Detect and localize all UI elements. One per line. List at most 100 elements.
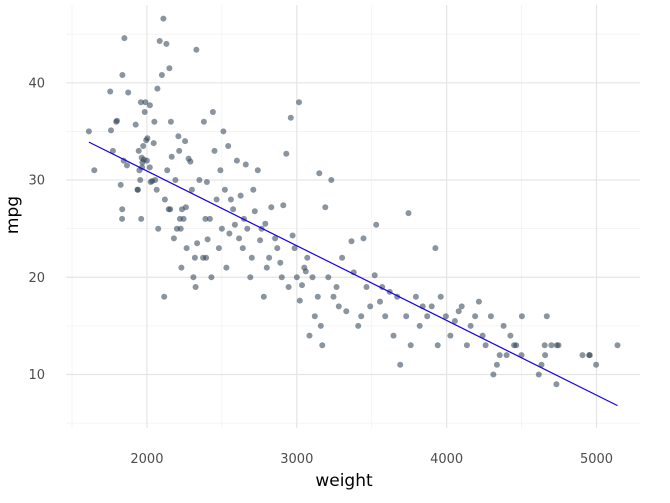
- data-point: [339, 254, 346, 261]
- data-point: [319, 342, 326, 349]
- data-point: [348, 238, 355, 245]
- data-point: [203, 254, 210, 261]
- data-point: [146, 102, 153, 109]
- data-point: [221, 186, 228, 193]
- data-point: [142, 99, 149, 106]
- x-tick-label: 5000: [580, 452, 613, 467]
- data-point: [407, 342, 414, 349]
- data-point: [518, 313, 525, 320]
- data-point: [143, 157, 150, 164]
- data-point: [285, 284, 292, 290]
- data-point: [203, 179, 210, 185]
- data-point: [304, 254, 311, 261]
- data-point: [137, 99, 144, 106]
- data-point: [482, 342, 489, 349]
- data-point: [579, 352, 586, 359]
- data-point: [542, 352, 549, 359]
- data-point: [237, 192, 244, 199]
- data-point: [458, 303, 465, 310]
- data-point: [287, 114, 294, 121]
- data-point: [363, 284, 370, 290]
- y-tick-label: 40: [28, 76, 45, 91]
- data-point: [187, 158, 194, 165]
- data-point: [553, 381, 560, 388]
- data-point: [314, 293, 321, 300]
- data-point: [204, 236, 211, 243]
- data-point: [472, 313, 479, 320]
- data-point: [490, 371, 497, 378]
- data-point: [548, 342, 555, 349]
- data-point: [513, 342, 520, 349]
- data-point: [231, 221, 238, 228]
- data-point: [208, 274, 215, 281]
- data-point: [134, 186, 141, 193]
- data-point: [397, 361, 404, 368]
- data-point: [451, 318, 458, 324]
- data-point: [183, 245, 190, 252]
- data-point: [91, 167, 98, 174]
- data-point: [202, 215, 209, 222]
- data-point: [541, 342, 548, 349]
- data-point: [244, 225, 251, 232]
- data-point: [121, 35, 128, 42]
- data-point: [274, 245, 281, 252]
- data-point: [325, 274, 332, 281]
- data-point: [217, 167, 224, 174]
- data-point: [257, 237, 264, 244]
- data-point: [164, 167, 171, 174]
- data-point: [412, 293, 419, 300]
- data-point: [455, 308, 462, 315]
- data-point: [500, 322, 507, 329]
- data-point: [296, 99, 302, 106]
- data-point: [144, 135, 151, 142]
- data-point: [226, 230, 233, 237]
- data-point: [193, 46, 200, 53]
- data-point: [373, 221, 380, 228]
- data-point: [85, 128, 92, 135]
- data-point: [125, 89, 132, 96]
- data-point: [299, 282, 305, 289]
- data-point: [335, 303, 342, 310]
- data-point: [220, 128, 227, 135]
- data-point: [251, 208, 258, 215]
- data-point: [475, 298, 482, 305]
- data-point: [167, 118, 174, 125]
- data-point: [167, 206, 174, 213]
- data-point: [507, 332, 514, 339]
- data-point: [161, 293, 168, 300]
- data-point: [250, 186, 257, 193]
- data-point: [114, 117, 120, 124]
- data-point: [296, 297, 303, 304]
- data-point: [170, 235, 177, 242]
- data-point: [135, 147, 142, 154]
- data-point: [141, 109, 148, 115]
- data-point: [175, 133, 182, 140]
- data-point: [358, 313, 365, 320]
- data-point: [463, 342, 470, 349]
- data-point: [163, 40, 170, 47]
- data-point: [177, 225, 184, 232]
- data-point: [442, 313, 449, 320]
- data-point: [200, 118, 207, 125]
- data-point: [428, 303, 435, 310]
- x-tick-label: 3000: [280, 452, 313, 467]
- data-point: [154, 85, 161, 92]
- data-point: [306, 332, 313, 339]
- data-point: [132, 121, 139, 128]
- data-point: [467, 322, 474, 329]
- data-point: [117, 181, 124, 188]
- data-point: [137, 177, 144, 183]
- data-point: [225, 143, 232, 149]
- data-point: [239, 245, 246, 252]
- y-axis-title: mpg: [3, 196, 23, 234]
- data-point: [403, 313, 410, 320]
- data-point: [155, 225, 162, 232]
- data-point: [493, 361, 500, 368]
- data-point: [218, 225, 225, 232]
- data-point: [309, 274, 316, 281]
- data-point: [233, 157, 240, 164]
- data-point: [291, 245, 298, 252]
- data-point: [322, 204, 329, 211]
- data-point: [268, 204, 275, 211]
- data-point: [283, 150, 290, 157]
